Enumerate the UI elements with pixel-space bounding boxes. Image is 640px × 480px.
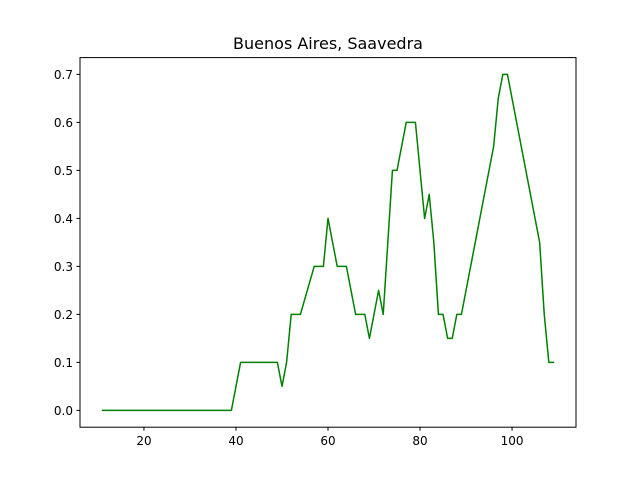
axis-ticks: 20 40 60 80 100 0.0 0.1 0.2 0.3 0.4 0.5 0.6 0.7 — [54, 68, 524, 448]
x-tick-label: 60 — [320, 434, 335, 448]
plot-frame — [79, 57, 577, 428]
y-tick-label: 0.6 — [54, 116, 73, 130]
x-tick-label: 20 — [136, 434, 151, 448]
chart-title: Buenos Aires, Saavedra — [233, 34, 423, 53]
y-tick-label: 0.0 — [54, 404, 73, 418]
y-tick-label: 0.4 — [54, 212, 73, 226]
x-tick-label: 100 — [501, 434, 524, 448]
y-tick-label: 0.5 — [54, 164, 73, 178]
series-layer — [101, 73, 555, 412]
series-line — [101, 73, 555, 412]
y-tick-label: 0.1 — [54, 356, 73, 370]
x-tick-label: 80 — [412, 434, 427, 448]
y-tick-label: 0.3 — [54, 260, 73, 274]
y-tick-label: 0.7 — [54, 68, 73, 82]
y-tick-label: 0.2 — [54, 308, 73, 322]
plot-area — [80, 57, 576, 428]
x-tick-label: 40 — [228, 434, 243, 448]
